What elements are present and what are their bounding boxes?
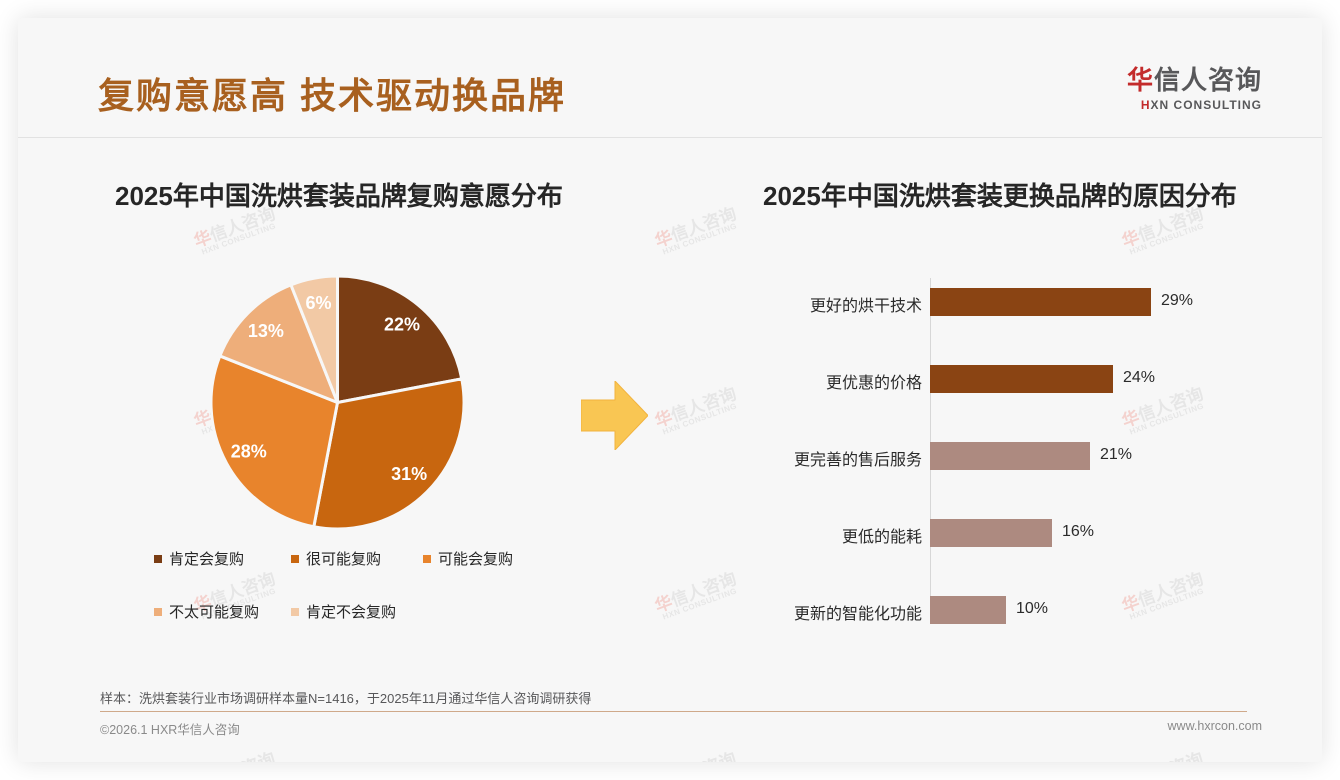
svg-text:22%: 22% — [384, 315, 420, 335]
svg-text:6%: 6% — [305, 293, 331, 313]
svg-text:31%: 31% — [391, 464, 427, 484]
svg-text:28%: 28% — [231, 441, 267, 461]
svg-text:13%: 13% — [248, 321, 284, 341]
